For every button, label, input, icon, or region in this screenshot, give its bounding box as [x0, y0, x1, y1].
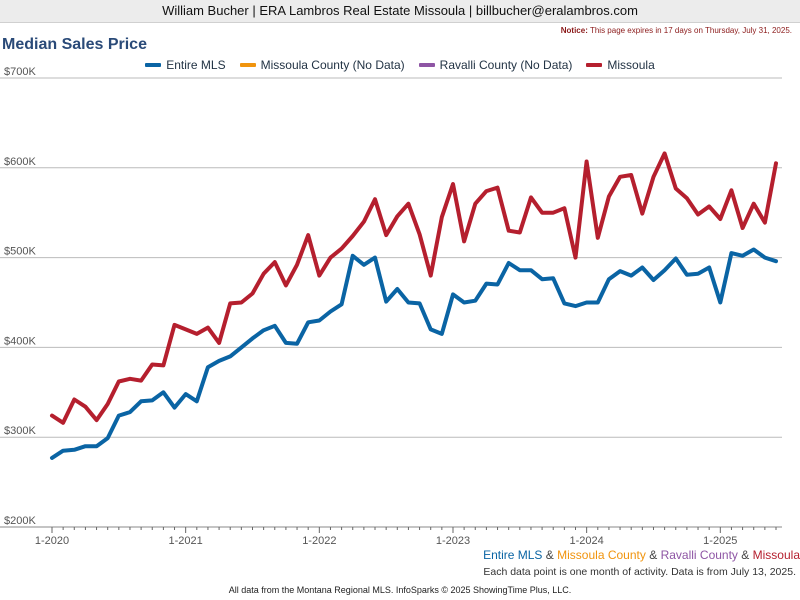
combo-missoula-county: Missoula County [557, 548, 646, 562]
agent-header-bar: William Bucher | ERA Lambros Real Estate… [0, 0, 800, 23]
x-tick-label: 1-2024 [570, 535, 604, 547]
x-tick-label: 1-2025 [703, 535, 737, 547]
legend-label: Entire MLS [166, 58, 226, 72]
series-line-entire-mls [50, 247, 778, 460]
combo-entire-mls: Entire MLS [483, 548, 543, 562]
legend-item[interactable]: Missoula County (No Data) [239, 58, 405, 72]
y-tick-label: $300K [4, 425, 36, 437]
y-tick-label: $500K [4, 246, 36, 258]
notice-label: Notice: [560, 26, 588, 35]
legend-swatch [586, 63, 603, 67]
combo-ravalli-county: Ravalli County [660, 548, 738, 562]
data-caption: Each data point is one month of activity… [483, 566, 796, 578]
legend-item[interactable]: Missoula [586, 58, 655, 72]
x-tick-label: 1-2021 [169, 535, 203, 547]
notice-text: This page expires in 17 days on Thursday… [589, 26, 792, 35]
series-combination-label: Entire MLS & Missoula County & Ravalli C… [483, 548, 800, 562]
combo-amp-2: & [649, 548, 658, 562]
y-tick-label: $700K [4, 66, 36, 78]
combo-missoula: Missoula [752, 548, 800, 562]
x-tick-label: 1-2023 [436, 535, 470, 547]
legend-swatch [239, 63, 256, 67]
legend-swatch [418, 63, 435, 67]
legend-label: Missoula [607, 58, 655, 72]
legend-label: Ravalli County (No Data) [439, 58, 573, 72]
expiry-notice: Notice: This page expires in 17 days on … [561, 26, 792, 35]
y-tick-label: $400K [4, 335, 36, 347]
agent-contact-line: William Bucher | ERA Lambros Real Estate… [162, 3, 638, 18]
legend-item[interactable]: Ravalli County (No Data) [418, 58, 573, 72]
legend-item[interactable]: Entire MLS [145, 58, 226, 72]
y-tick-label: $600K [4, 156, 36, 168]
y-tick-label: $200K [4, 515, 36, 527]
x-tick-label: 1-2020 [35, 535, 69, 547]
chart-legend: Entire MLS Missoula County (No Data) Raval… [0, 58, 800, 72]
series-line-missoula [50, 151, 778, 425]
chart-title: Median Sales Price [2, 36, 147, 53]
combo-amp-3: & [741, 548, 750, 562]
legend-label: Missoula County (No Data) [260, 58, 405, 72]
legend-swatch [145, 63, 162, 67]
source-footer: All data from the Montana Regional MLS. … [228, 585, 572, 595]
x-tick-label: 1-2022 [302, 535, 336, 547]
combo-amp-1: & [545, 548, 554, 562]
